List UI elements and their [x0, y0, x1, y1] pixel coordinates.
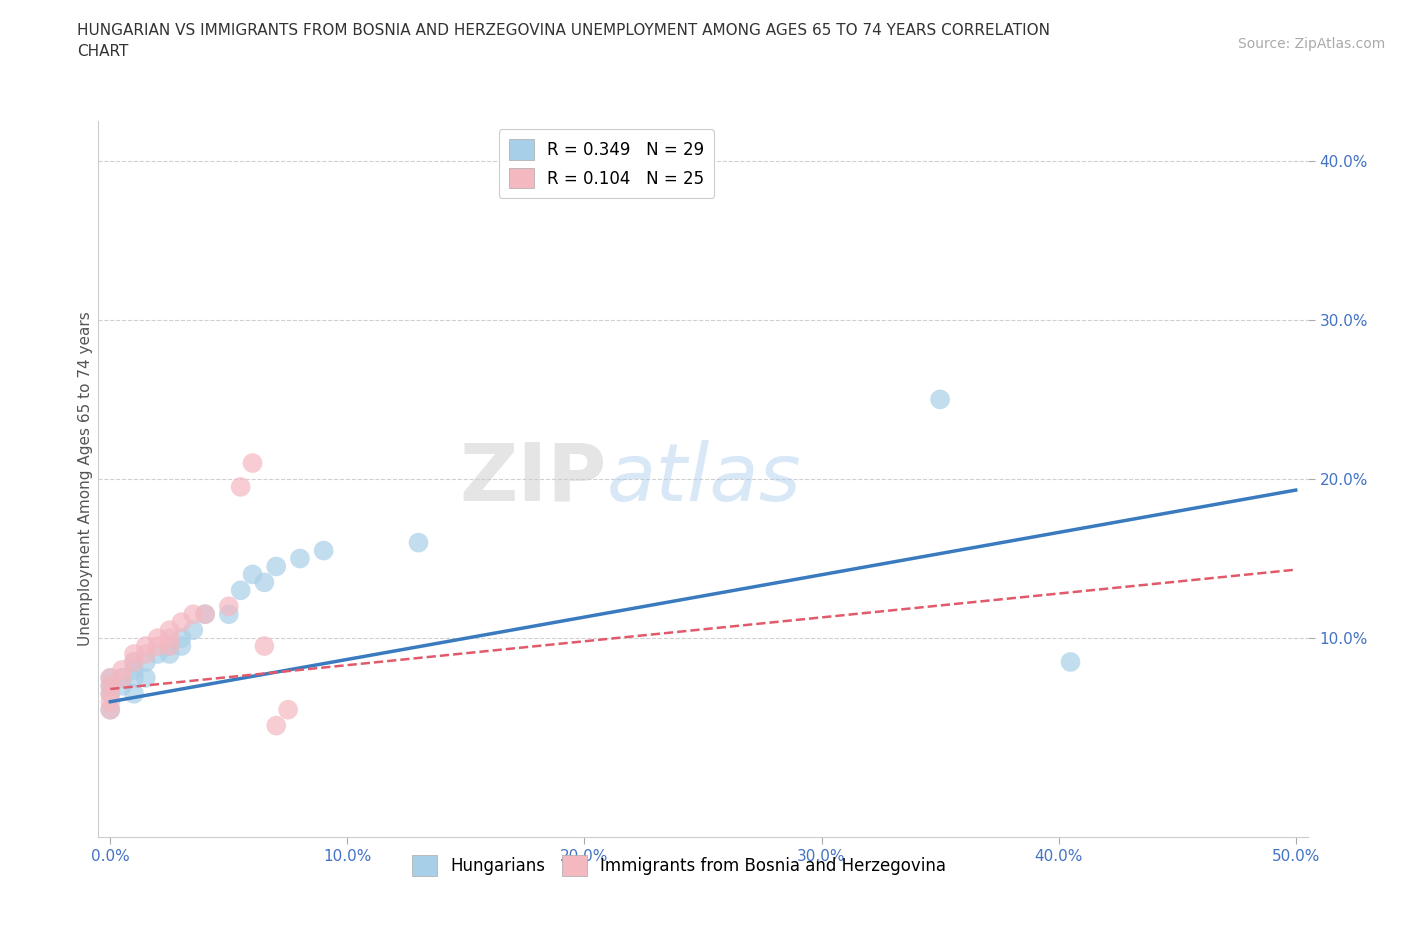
Point — [288, 551, 311, 566]
Point — [135, 646, 157, 661]
Point — [194, 606, 217, 621]
Point — [146, 631, 169, 645]
Point — [146, 646, 169, 661]
Point — [98, 671, 121, 685]
Point — [98, 678, 121, 693]
Point — [170, 631, 193, 645]
Y-axis label: Unemployment Among Ages 65 to 74 years: Unemployment Among Ages 65 to 74 years — [77, 312, 93, 646]
Point — [242, 456, 264, 471]
Point — [135, 655, 157, 670]
Point — [111, 671, 134, 685]
Point — [159, 639, 181, 654]
Point — [122, 686, 145, 701]
Point — [218, 606, 240, 621]
Point — [264, 718, 287, 733]
Point — [111, 678, 134, 693]
Point — [1059, 655, 1081, 670]
Point — [253, 639, 276, 654]
Point — [135, 671, 157, 685]
Point — [98, 702, 121, 717]
Point — [98, 702, 121, 717]
Point — [146, 639, 169, 654]
Point — [122, 646, 145, 661]
Point — [159, 631, 181, 645]
Point — [312, 543, 335, 558]
Text: HUNGARIAN VS IMMIGRANTS FROM BOSNIA AND HERZEGOVINA UNEMPLOYMENT AMONG AGES 65 T: HUNGARIAN VS IMMIGRANTS FROM BOSNIA AND … — [77, 23, 1050, 60]
Point — [242, 567, 264, 582]
Point — [98, 686, 121, 701]
Point — [181, 606, 204, 621]
Point — [98, 678, 121, 693]
Point — [229, 583, 252, 598]
Text: ZIP: ZIP — [458, 440, 606, 518]
Point — [111, 671, 134, 685]
Text: atlas: atlas — [606, 440, 801, 518]
Point — [98, 686, 121, 701]
Point — [98, 671, 121, 685]
Point — [170, 615, 193, 630]
Text: Source: ZipAtlas.com: Source: ZipAtlas.com — [1237, 37, 1385, 51]
Point — [218, 599, 240, 614]
Legend: Hungarians, Immigrants from Bosnia and Herzegovina: Hungarians, Immigrants from Bosnia and H… — [405, 849, 953, 883]
Point — [135, 639, 157, 654]
Point — [277, 702, 299, 717]
Point — [122, 662, 145, 677]
Point — [159, 639, 181, 654]
Point — [264, 559, 287, 574]
Point — [122, 655, 145, 670]
Point — [929, 392, 952, 406]
Point — [98, 695, 121, 710]
Point — [194, 606, 217, 621]
Point — [122, 655, 145, 670]
Point — [111, 662, 134, 677]
Point — [159, 623, 181, 638]
Point — [229, 480, 252, 495]
Point — [181, 623, 204, 638]
Point — [159, 646, 181, 661]
Point — [170, 639, 193, 654]
Point — [253, 575, 276, 590]
Point — [122, 671, 145, 685]
Point — [408, 535, 430, 550]
